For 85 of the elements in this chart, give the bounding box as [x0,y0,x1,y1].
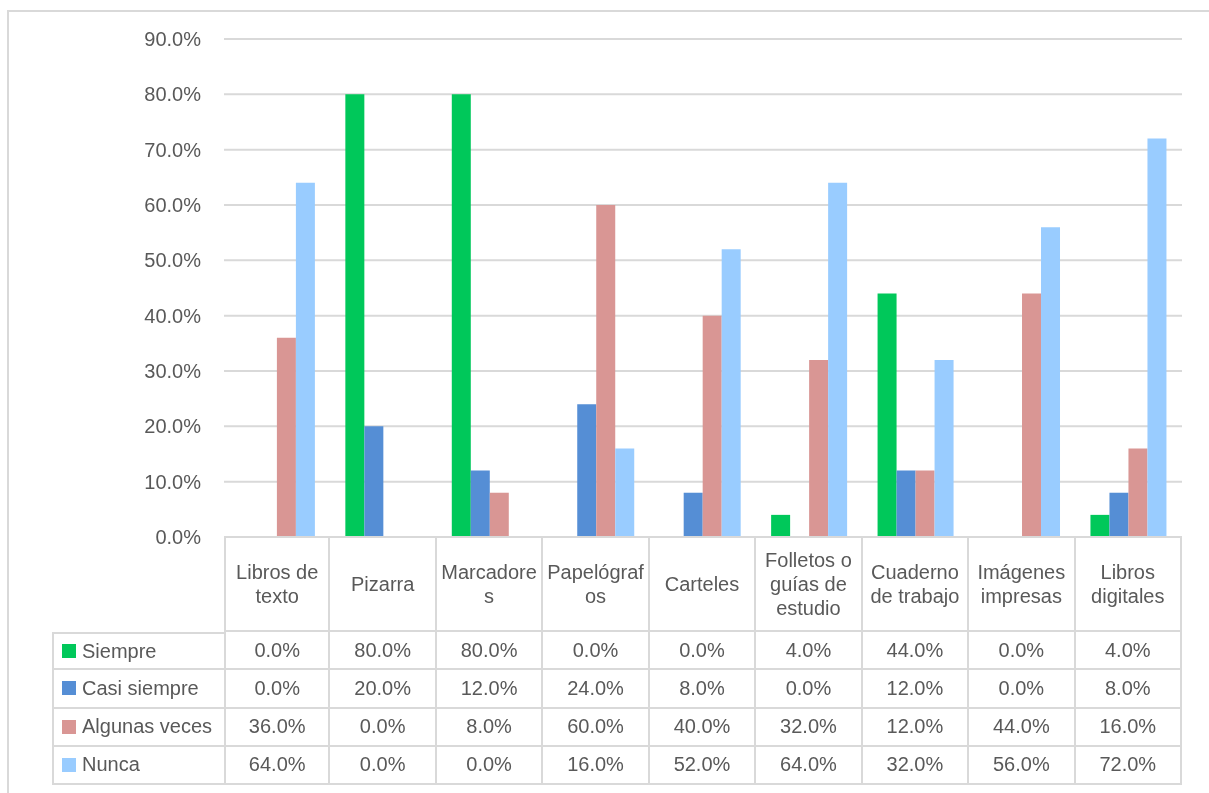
data-label: 80.0% [460,638,518,662]
y-tick-label: 90.0% [144,28,202,51]
bar [470,470,490,537]
data-label: 24.0% [567,676,624,700]
data-label: 20.0% [354,676,412,700]
legend-label: Algunas veces [82,715,213,739]
bar [1147,138,1167,537]
x-tick-label: Marcadores [440,559,538,608]
bar [915,470,935,537]
data-label: 0.0% [254,638,301,662]
data-label: 32.0% [780,715,837,739]
data-label: 0.0% [785,676,832,700]
data-label: 56.0% [992,753,1050,777]
bar [364,426,384,537]
y-tick-label: 80.0% [144,83,202,106]
bar [1090,514,1110,537]
bar [489,492,509,537]
data-label: 0.0% [998,676,1045,700]
data-label: 0.0% [466,753,512,777]
x-tick-label: Cuaderno de trabajo [869,559,961,608]
data-label: 16.0% [1099,715,1157,739]
bar [295,182,315,537]
bar [896,470,916,537]
data-label: 64.0% [248,753,306,777]
data-label: 44.0% [992,715,1050,739]
legend-label: Casi siempre [82,676,199,700]
data-label: 40.0% [673,715,731,739]
x-tick-label: Papelógrafos [546,559,645,608]
bar [1022,293,1042,537]
y-tick-label: 50.0% [144,249,202,272]
data-label: 12.0% [886,676,944,700]
x-tick-label: Pizarra [350,571,415,596]
data-label: 80.0% [354,638,412,662]
data-label: 64.0% [780,753,837,777]
bar [683,492,703,537]
data-label: 32.0% [886,753,944,777]
data-label: 0.0% [359,753,406,777]
data-label: 0.0% [679,638,725,662]
bar [596,205,616,537]
x-tick-label: Libros digitales [1090,559,1166,608]
data-label: 8.0% [466,715,512,739]
data-label: 0.0% [254,676,301,700]
data-label: 4.0% [1104,638,1151,662]
y-tick-label: 40.0% [144,304,202,327]
bar [1128,448,1148,537]
data-label: 8.0% [1104,676,1151,700]
data-label: 16.0% [567,753,624,777]
y-tick-label: 70.0% [144,138,202,161]
legend-label: Nunca [82,753,140,777]
y-tick-label: 10.0% [144,470,202,493]
y-tick-label: 0.0% [155,526,202,549]
data-label: 12.0% [886,715,944,739]
x-tick-label: Folletos o guías de estudio [764,547,853,620]
bar [721,249,741,537]
bar [934,359,954,537]
x-tick-label: Carteles [664,571,740,596]
bar [577,404,597,537]
x-tick-label: Imágenes impresas [976,559,1067,608]
bar [877,293,897,537]
y-tick-label: 20.0% [144,415,202,438]
data-label: 8.0% [679,676,725,700]
bar [1041,227,1061,537]
bar [809,359,829,537]
bar [771,514,791,537]
bar [345,94,365,537]
y-tick-label: 60.0% [144,194,202,217]
data-label: 72.0% [1099,753,1157,777]
bar [276,337,296,537]
legend-label: Siempre [82,639,157,663]
bar [1109,492,1129,537]
data-label: 0.0% [998,638,1045,662]
bar [615,448,635,537]
data-label: 44.0% [886,638,944,662]
x-tick-label: Libros de texto [235,559,320,608]
data-label: 60.0% [567,715,624,739]
bar [828,182,848,537]
y-tick-label: 30.0% [144,360,202,383]
data-label: 0.0% [359,715,406,739]
data-label: 12.0% [460,676,518,700]
bar [702,315,722,537]
data-label: 0.0% [572,638,619,662]
data-label: 52.0% [673,753,731,777]
data-label: 36.0% [248,715,306,739]
data-label: 4.0% [785,638,832,662]
bar [451,94,471,537]
